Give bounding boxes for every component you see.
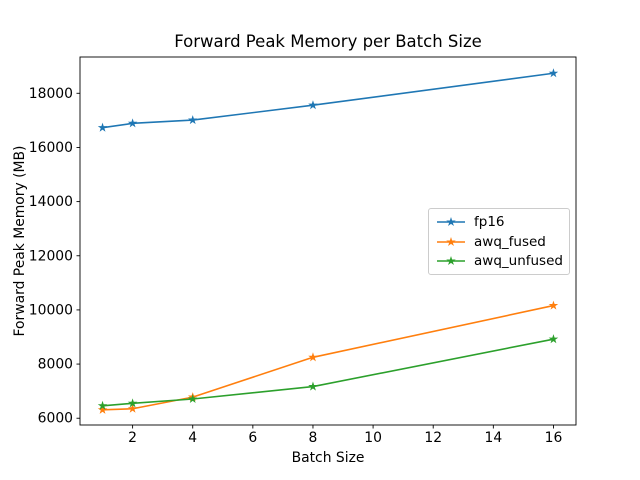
data-point-star-icon [548,300,559,310]
legend-entry: awq_unfused [436,251,563,271]
chart-title: Forward Peak Memory per Batch Size [174,32,482,51]
data-point-star-icon [97,400,108,410]
series-line-0 [102,72,554,129]
series-line-1 [102,304,554,411]
data-point-star-icon [127,403,138,413]
y-tick-label: 14000 [29,194,73,210]
data-point-star-icon [187,394,198,404]
x-tick-label: 12 [424,430,442,446]
legend-label: fp16 [474,213,505,230]
legend-line-star-icon [437,256,465,266]
x-tick-label: 16 [545,430,563,446]
data-point-star-icon [187,115,198,125]
y-tick-label: 18000 [29,86,73,102]
data-point-star-icon [127,118,138,128]
legend-star-icon [446,216,456,226]
data-point-star-icon [97,122,108,132]
x-tick-label: 4 [188,430,197,446]
y-tick-label: 6000 [38,411,73,427]
legend-entry: fp16 [436,212,563,232]
x-tick-label: 14 [484,430,502,446]
data-point-star-icon [548,68,559,78]
legend-star-icon [446,236,456,246]
x-tick-label: 2 [128,430,137,446]
legend-entry: awq_fused [436,232,563,252]
legend-line-star-icon [437,216,465,226]
data-point-star-icon [308,100,318,110]
y-tick-label: 16000 [29,140,73,156]
legend-star-icon [446,256,456,266]
legend-label: awq_unfused [474,253,563,270]
series-line-2 [102,338,554,407]
x-tick-label: 10 [364,430,382,446]
data-point-star-icon [127,398,138,408]
x-tick-label: 6 [248,430,257,446]
data-point-star-icon [548,334,559,344]
data-point-star-icon [308,352,318,362]
axes-frame [79,56,577,426]
x-tick-label: 8 [309,430,318,446]
data-point-star-icon [308,381,318,391]
x-axis-label: Batch Size [291,450,365,466]
y-tick-label: 10000 [29,302,73,318]
legend-line-star-icon [437,236,465,246]
y-tick-label: 12000 [29,248,73,264]
data-point-star-icon [97,404,108,414]
y-tick-label: 8000 [38,357,73,373]
legend-label: awq_fused [474,233,546,250]
legend: fp16 awq_fused awq_unfused [428,208,570,275]
